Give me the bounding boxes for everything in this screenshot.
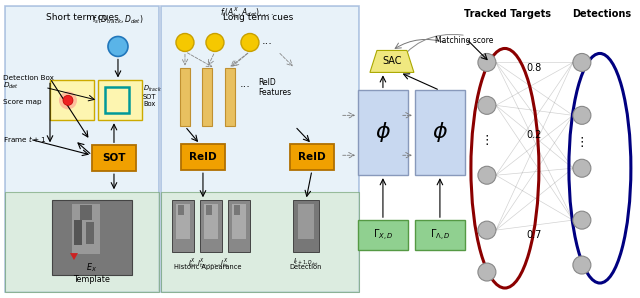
Text: $f_s(D_{track}, D_{det})$: $f_s(D_{track}, D_{det})$ [92,13,144,26]
Bar [415,90,465,175]
Bar [234,205,240,215]
Text: ReID: ReID [258,78,276,87]
Text: SOT: SOT [143,94,156,100]
Bar [72,204,100,254]
Text: Features: Features [258,88,291,97]
Circle shape [63,95,73,105]
Circle shape [573,53,591,72]
Bar [50,80,94,120]
Text: Frame $t+1$: Frame $t+1$ [3,134,46,144]
Text: ⋮: ⋮ [481,134,493,147]
Bar [80,205,92,220]
Text: ...: ... [239,79,250,89]
Bar [161,6,359,292]
Polygon shape [370,50,414,72]
Bar [86,222,94,244]
Bar [92,145,136,171]
Bar [52,200,132,275]
Bar [228,200,250,252]
Text: SAC: SAC [382,56,402,66]
Text: $D_{track}$: $D_{track}$ [143,84,162,94]
Bar [5,192,159,292]
Text: ReID: ReID [189,152,217,162]
Text: $I_{t+1,D_{det}}$: $I_{t+1,D_{det}}$ [293,257,319,268]
Polygon shape [70,253,78,260]
Text: $\Gamma_{X,D}$: $\Gamma_{X,D}$ [372,228,393,243]
Circle shape [573,211,591,229]
Text: Box: Box [143,101,156,107]
Circle shape [573,159,591,177]
Bar [105,87,129,113]
Bar [415,220,465,250]
Text: $\phi$: $\phi$ [375,120,391,144]
Circle shape [573,256,591,274]
Text: $\Gamma_{\Lambda,D}$: $\Gamma_{\Lambda,D}$ [429,228,450,243]
Text: SOT: SOT [102,153,125,163]
Text: Matching score: Matching score [435,36,493,45]
Text: ReID: ReID [298,152,326,162]
Text: ⋮: ⋮ [575,136,588,149]
Text: Tracked Targets: Tracked Targets [465,9,552,18]
Bar [180,69,190,126]
Circle shape [478,96,496,114]
Text: 0.8: 0.8 [526,63,541,73]
Text: Historic Appearance: Historic Appearance [174,264,242,270]
Circle shape [59,91,77,109]
Circle shape [478,263,496,281]
Circle shape [478,166,496,184]
Text: $D_{det}$: $D_{det}$ [3,81,19,91]
Circle shape [108,36,128,56]
Text: Detection: Detection [290,264,322,270]
Text: ...: ... [262,36,273,46]
Bar [206,205,212,215]
Circle shape [176,33,194,52]
Bar [358,90,408,175]
Text: 0.7: 0.7 [526,230,541,240]
Text: $E_X$
Template: $E_X$ Template [74,261,111,284]
Circle shape [478,221,496,239]
Bar [181,144,225,170]
Bar [293,200,319,252]
Text: 0.2: 0.2 [526,130,541,140]
Bar [172,200,194,252]
Bar [178,205,184,215]
Bar [290,144,334,170]
Bar [200,200,222,252]
Bar [225,69,235,126]
Text: Score map: Score map [3,99,42,105]
Bar [5,6,159,292]
Text: Detections: Detections [572,9,632,18]
Circle shape [573,106,591,124]
Text: $\phi$: $\phi$ [432,120,448,144]
Text: Short term cues: Short term cues [45,13,118,21]
Bar [74,220,82,245]
Bar [204,204,218,239]
Circle shape [206,33,224,52]
Bar [176,204,190,239]
Bar [358,220,408,250]
Bar [232,204,246,239]
Text: $I^X_{t_1}, I^X_{t_2}, ..., I^X_{t_K}$: $I^X_{t_1}, I^X_{t_2}, ..., I^X_{t_K}$ [188,257,228,271]
Bar [161,192,359,292]
Text: Long term cues: Long term cues [223,13,293,21]
Circle shape [241,33,259,52]
Text: Detection Box: Detection Box [3,75,54,81]
Bar [98,80,142,120]
Text: $f_l(A^X_{t_1}, A_{det}), ...$: $f_l(A^X_{t_1}, A_{det}), ...$ [220,4,274,21]
Bar [202,69,212,126]
Bar [298,204,314,239]
Circle shape [478,53,496,72]
